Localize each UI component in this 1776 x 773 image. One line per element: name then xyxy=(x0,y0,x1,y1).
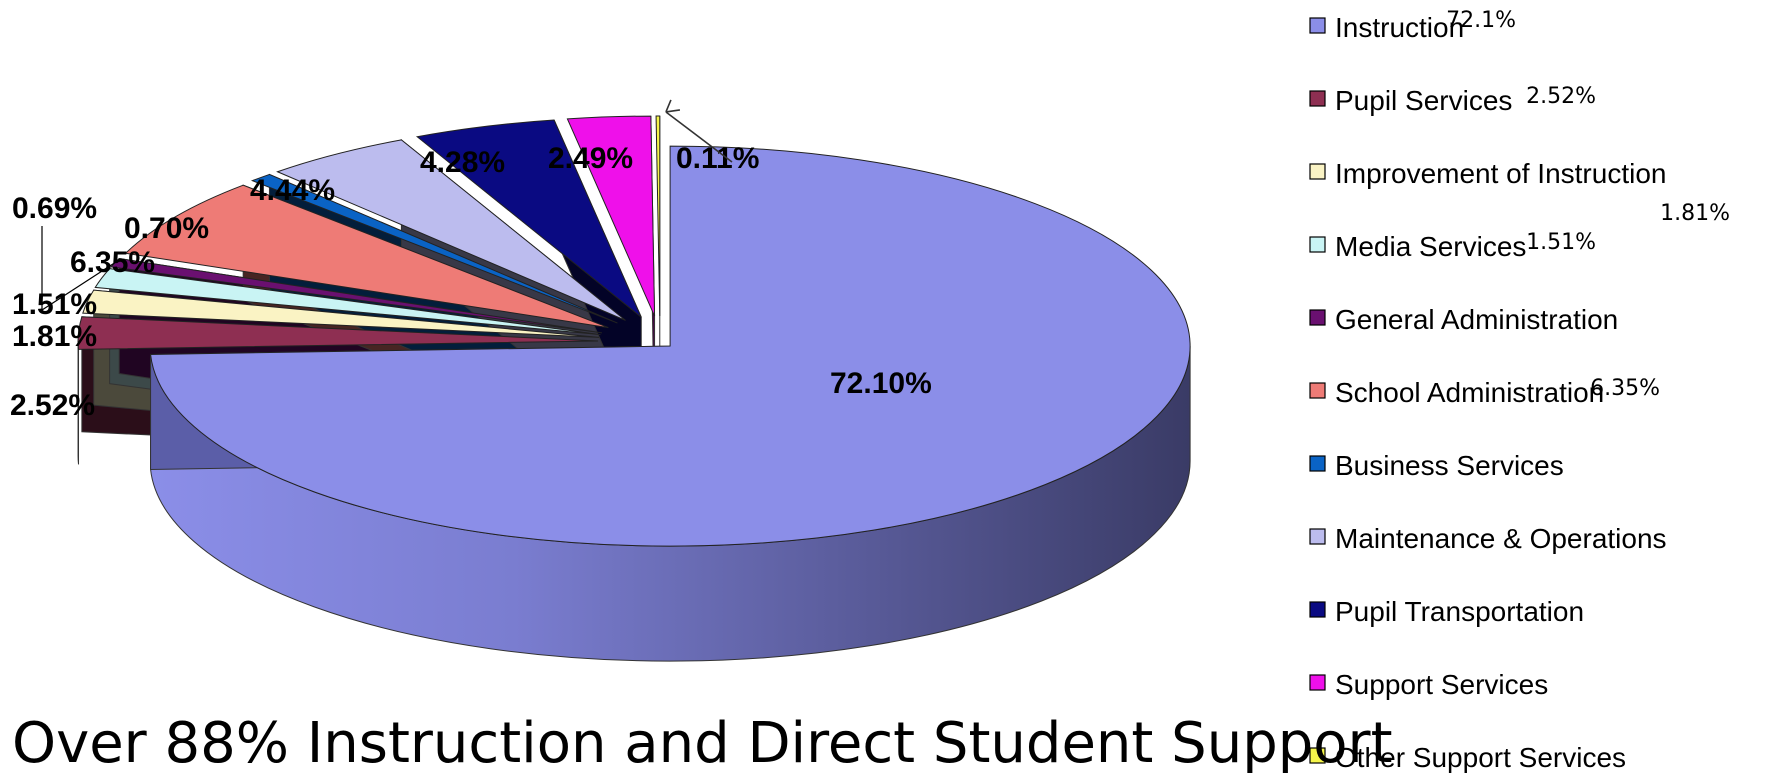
data-label-other-support-services: 0.11% xyxy=(676,142,759,175)
legend-value-pupil-services: 2.52% xyxy=(1526,84,1596,109)
legend-value-media-services: 1.51% xyxy=(1526,230,1596,255)
legend-value-instruction: 72.1% xyxy=(1446,8,1516,33)
legend-label-business-services: Business Services xyxy=(1335,450,1564,481)
legend-value-school-administration: 6.35% xyxy=(1590,376,1660,401)
legend-swatch-school-administration xyxy=(1309,382,1326,399)
slice-business-services xyxy=(250,173,618,324)
slice-other-support-services xyxy=(655,115,661,316)
slice-improvement-of-instruction xyxy=(82,289,600,338)
legend-swatch-general-administration xyxy=(1309,309,1326,326)
legend-label-maintenance-operations: Maintenance & Operations xyxy=(1335,523,1667,554)
legend-swatch-pupil-transportation xyxy=(1309,601,1326,618)
pie-tops xyxy=(77,115,1191,547)
legend-label-media-services: Media Services xyxy=(1335,231,1526,262)
data-label-support-services: 2.49% xyxy=(548,142,633,175)
data-label-instruction: 72.10% xyxy=(830,367,932,400)
legend-swatch-pupil-services xyxy=(1309,90,1326,107)
legend-label-improvement-of-instruction: Improvement of Instruction xyxy=(1335,158,1666,189)
leader-line-general-administration xyxy=(41,226,116,312)
data-label-school-administration: 6.35% xyxy=(70,246,155,279)
data-label-improvement-of-instruction: 1.81% xyxy=(12,320,97,353)
slice-pupil-services xyxy=(77,316,599,350)
data-label-general-administration: 0.69% xyxy=(12,192,97,225)
pie-leaders xyxy=(41,99,733,312)
legend-label-other-support-services: Other Support Services xyxy=(1335,742,1626,773)
legend-swatch-instruction xyxy=(1309,17,1326,34)
legend-label-pupil-services: Pupil Services xyxy=(1335,85,1512,116)
legend-label-general-administration: General Administration xyxy=(1335,304,1618,335)
slice-maintenance-operations xyxy=(276,139,626,321)
slice-school-administration xyxy=(124,184,609,329)
legend-swatch-maintenance-operations xyxy=(1309,528,1326,545)
legend-label-support-services: Support Services xyxy=(1335,669,1548,700)
slice-general-administration xyxy=(110,257,603,334)
headline: Over 88% Instruction and Direct Student … xyxy=(12,711,1393,773)
legend-label-pupil-transportation: Pupil Transportation xyxy=(1335,596,1584,627)
slice-media-services xyxy=(94,268,601,336)
legend-swatch-media-services xyxy=(1309,236,1326,253)
leader-arrowhead xyxy=(665,99,681,113)
legend-swatch-improvement-of-instruction xyxy=(1309,163,1326,180)
legend-label-school-administration: School Administration xyxy=(1335,377,1604,408)
slice-instruction xyxy=(150,145,1191,547)
legend-swatch-other-support-services xyxy=(1309,747,1326,764)
data-label-pupil-services: 2.52% xyxy=(10,389,95,422)
pie-labels: 72.10% 2.52% 1.81%1.51% 0.69% 6.35%0.70% 4.44… xyxy=(10,142,932,422)
legend-swatch-business-services xyxy=(1309,455,1326,472)
data-label-business-services: 0.70% xyxy=(124,212,209,245)
data-label-media-services: 1.51% xyxy=(12,288,97,321)
slice-support-services xyxy=(566,115,656,317)
data-label-pupil-transportation: 4.28% xyxy=(420,146,505,179)
slice-pupil-transportation xyxy=(415,119,642,318)
legend-swatch-support-services xyxy=(1309,674,1326,691)
leader-line-other-support-services xyxy=(665,111,733,163)
data-label-maintenance-operations: 4.44% xyxy=(250,174,335,207)
legend-value-improvement-of-instruction: 1.81% xyxy=(1660,201,1730,226)
legend-label-instruction: Instruction xyxy=(1335,12,1464,43)
